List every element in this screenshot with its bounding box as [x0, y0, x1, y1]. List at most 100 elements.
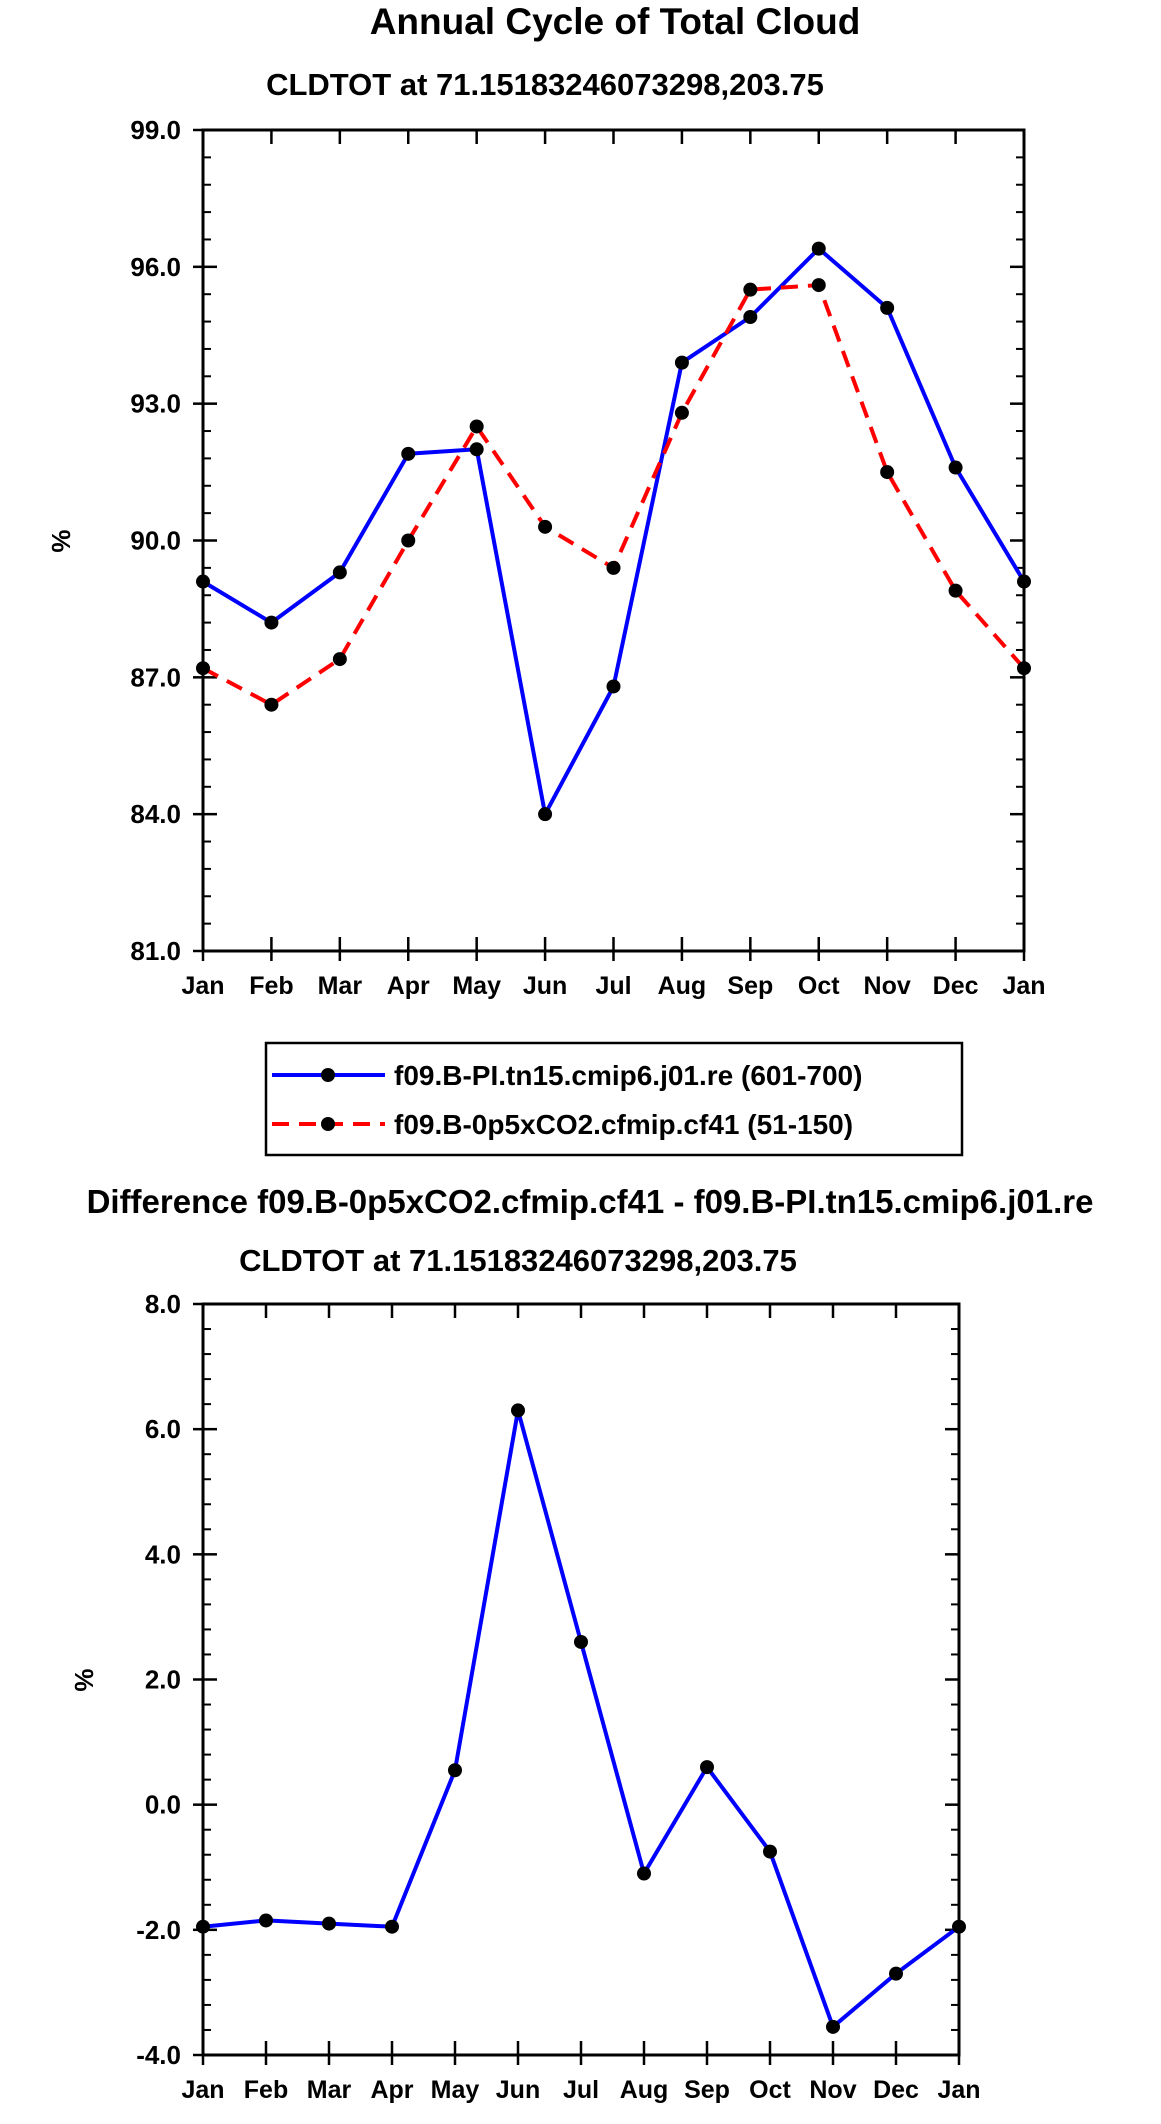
chart-2-x-tick-label: Jun — [496, 2076, 540, 2104]
chart-1-series-2-point — [538, 519, 553, 534]
chart-1-x-tick-label: Mar — [318, 972, 363, 1000]
legend-label-series-1: f09.B-PI.tn15.cmip6.j01.re (601-700) — [394, 1060, 862, 1091]
chart-1-series-1-point — [811, 241, 826, 256]
chart-1-series-2-point — [880, 465, 895, 480]
chart-2-y-tick-label: 2.0 — [145, 1665, 181, 1695]
chart-1-series-1-point — [606, 679, 621, 694]
chart-1-series-2-line — [202, 283, 1026, 707]
chart-1-x-tick-label: Jun — [523, 972, 567, 1000]
chart-1-series-1-line — [201, 246, 1026, 817]
chart-2: Difference f09.B-0p5xCO2.cfmip.cf41 - f0… — [69, 1183, 1093, 2104]
chart-1-x-tick-label: Oct — [798, 972, 840, 1000]
chart-1-y-tick-label: 81.0 — [130, 936, 181, 966]
chart-2-series-1-line — [202, 1408, 961, 2029]
chart-1-series-1-point — [264, 615, 279, 630]
chart-2-y-axis-label: % — [69, 1668, 99, 1691]
chart-2-plot-frame — [201, 1302, 961, 2057]
chart-1-legend: f09.B-PI.tn15.cmip6.j01.re (601-700) f09… — [264, 1041, 964, 1157]
chart-2-series — [196, 1403, 966, 2034]
chart-2-y-tick-label: 4.0 — [145, 1539, 181, 1569]
chart-2-title: Difference f09.B-0p5xCO2.cfmip.cf41 - f0… — [87, 1183, 1094, 1220]
chart-2-y-tick-label: 0.0 — [145, 1790, 181, 1820]
chart-1-y-tick-label: 84.0 — [130, 799, 181, 829]
chart-1-y-tick-label: 96.0 — [130, 252, 181, 282]
chart-1-y-tick-label: 90.0 — [130, 526, 181, 556]
chart-1-series-1-point — [196, 574, 210, 589]
chart-1-series-2-point — [1017, 661, 1031, 676]
chart-2-series-1-point — [826, 2019, 840, 2034]
chart-2-axes: -4.0 -2.0 0.0 2.0 4.0 6.0 8.0 Jan Feb Mar Apr May Ju… — [136, 1289, 980, 2104]
chart-2-series-1-point — [385, 1919, 399, 1934]
chart-2-x-tick-label: Jan — [181, 2076, 224, 2104]
legend-marker-series-2 — [321, 1117, 335, 1131]
chart-2-x-tick-label: Mar — [307, 2076, 352, 2104]
chart-2-x-tick-label: Jan — [937, 2076, 980, 2104]
chart-2-series-1-point — [574, 1634, 588, 1649]
legend-label-series-2: f09.B-0p5xCO2.cfmip.cf41 (51-150) — [394, 1109, 853, 1140]
chart-1-x-tick-label: Jul — [595, 972, 631, 1000]
chart-2-x-tick-label: Dec — [873, 2076, 919, 2104]
chart-1-series-2-point — [948, 583, 963, 598]
chart-2-y-tick-label: -4.0 — [136, 2040, 181, 2070]
chart-1-series-1-point — [880, 300, 895, 315]
chart-1-x-tick-label: Dec — [933, 972, 979, 1000]
chart-2-series-1-point — [448, 1763, 462, 1778]
chart-2-series-1-point — [763, 1844, 777, 1859]
chart-2-x-tick-label: Feb — [244, 2076, 288, 2104]
chart-1-series-1-point — [1017, 574, 1031, 589]
chart-1-title: Annual Cycle of Total Cloud — [370, 1, 861, 42]
chart-1-series-1-point — [674, 355, 689, 370]
chart-1: Annual Cycle of Total Cloud CLDTOT at 71… — [46, 1, 1046, 1000]
chart-2-y-tick-label: -2.0 — [136, 1915, 181, 1945]
chart-1-x-tick-label: Apr — [387, 972, 430, 1000]
chart-2-x-tick-label: Apr — [370, 2076, 413, 2104]
chart-2-series-1-point — [259, 1913, 273, 1928]
chart-1-series-2-point — [401, 533, 416, 548]
chart-1-series-1-point — [401, 446, 416, 461]
chart-2-y-tick-label: 8.0 — [145, 1289, 181, 1319]
chart-2-series-1-point — [511, 1403, 525, 1418]
chart-1-series-2-point — [196, 661, 210, 676]
legend-marker-series-1 — [321, 1068, 335, 1082]
chart-1-y-tick-label: 87.0 — [130, 662, 181, 692]
chart-1-y-axis-label: % — [46, 529, 76, 552]
chart-1-series-2-point — [674, 405, 689, 420]
chart-2-series-1-point — [700, 1760, 714, 1775]
chart-2-x-tick-label: Sep — [684, 2076, 730, 2104]
chart-2-y-tick-label: 6.0 — [145, 1414, 181, 1444]
chart-2-series-1-point — [322, 1916, 336, 1931]
chart-1-y-tick-label: 93.0 — [130, 389, 181, 419]
chart-1-axes: 81.0 84.0 87.0 90.0 93.0 96.0 99.0 Jan Feb Mar Apr… — [130, 115, 1045, 1000]
chart-1-series-2-point — [606, 560, 621, 575]
chart-2-series-1-point — [196, 1919, 210, 1934]
chart-2-x-tick-label: Oct — [749, 2076, 791, 2104]
chart-1-y-tick-label: 99.0 — [130, 115, 181, 145]
chart-2-x-tick-label: Jul — [563, 2076, 599, 2104]
chart-1-series — [196, 241, 1031, 822]
legend-box — [264, 1041, 964, 1157]
chart-2-series-1-point — [637, 1866, 651, 1881]
chart-1-plot-frame — [201, 128, 1026, 953]
chart-2-x-tick-label: Nov — [809, 2076, 856, 2104]
chart-2-subtitle: CLDTOT at 71.15183246073298,203.75 — [239, 1243, 797, 1278]
chart-1-x-tick-label: Jan — [1002, 972, 1045, 1000]
chart-1-x-tick-label: Jan — [181, 972, 224, 1000]
chart-1-subtitle: CLDTOT at 71.15183246073298,203.75 — [266, 67, 824, 102]
chart-1-series-2-point — [469, 419, 484, 434]
chart-2-x-tick-label: Aug — [620, 2076, 669, 2104]
chart-1-series-1-point — [469, 442, 484, 457]
chart-1-series-2-point — [332, 652, 347, 667]
chart-1-x-tick-label: May — [452, 972, 501, 1000]
chart-1-series-1-point — [332, 565, 347, 580]
chart-1-series-2-point — [264, 697, 279, 712]
chart-1-x-tick-label: Sep — [727, 972, 773, 1000]
chart-1-series-1-point — [538, 807, 553, 822]
chart-1-x-tick-label: Aug — [658, 972, 707, 1000]
chart-1-series-1-point — [948, 460, 963, 475]
chart-1-series-2-point — [811, 278, 826, 293]
chart-2-x-tick-label: May — [431, 2076, 480, 2104]
chart-1-x-tick-label: Nov — [864, 972, 911, 1000]
chart-1-series-2-point — [743, 282, 758, 297]
chart-1-x-tick-label: Feb — [249, 972, 293, 1000]
